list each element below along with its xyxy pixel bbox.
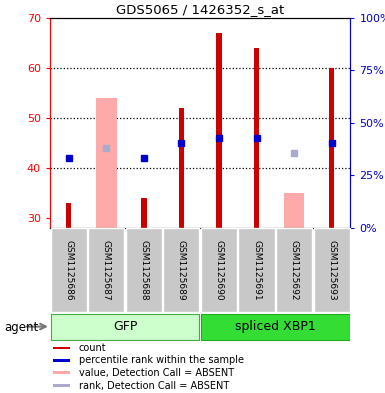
Text: GSM1125691: GSM1125691 xyxy=(252,240,261,301)
Bar xyxy=(238,228,275,312)
Text: GFP: GFP xyxy=(113,320,137,333)
Text: rank, Detection Call = ABSENT: rank, Detection Call = ABSENT xyxy=(79,381,229,391)
Bar xyxy=(51,228,87,312)
Bar xyxy=(53,384,70,387)
Bar xyxy=(51,314,199,340)
Bar xyxy=(254,48,259,228)
Bar xyxy=(126,228,162,312)
Bar xyxy=(163,228,199,312)
Bar xyxy=(201,314,350,340)
Text: count: count xyxy=(79,343,106,353)
Title: GDS5065 / 1426352_s_at: GDS5065 / 1426352_s_at xyxy=(116,4,285,17)
Bar xyxy=(88,228,124,312)
Text: GSM1125688: GSM1125688 xyxy=(139,240,148,301)
Text: GSM1125687: GSM1125687 xyxy=(102,240,111,301)
Bar xyxy=(96,98,117,228)
Text: GSM1125689: GSM1125689 xyxy=(177,240,186,301)
Text: GSM1125686: GSM1125686 xyxy=(64,240,73,301)
Bar xyxy=(53,371,70,374)
Text: value, Detection Call = ABSENT: value, Detection Call = ABSENT xyxy=(79,367,234,378)
Text: GSM1125692: GSM1125692 xyxy=(290,240,298,300)
Text: GSM1125690: GSM1125690 xyxy=(214,240,223,301)
Bar xyxy=(141,198,147,228)
Bar xyxy=(66,203,72,228)
Text: GSM1125693: GSM1125693 xyxy=(327,240,336,301)
Text: spliced XBP1: spliced XBP1 xyxy=(235,320,316,333)
Bar xyxy=(313,228,350,312)
Text: percentile rank within the sample: percentile rank within the sample xyxy=(79,355,244,365)
Bar xyxy=(276,228,312,312)
Bar xyxy=(201,228,237,312)
Bar xyxy=(53,359,70,362)
Bar xyxy=(329,68,334,228)
Text: agent: agent xyxy=(4,321,38,334)
Bar xyxy=(53,347,70,349)
Bar xyxy=(284,193,305,228)
Bar xyxy=(216,33,222,228)
Bar xyxy=(179,108,184,228)
